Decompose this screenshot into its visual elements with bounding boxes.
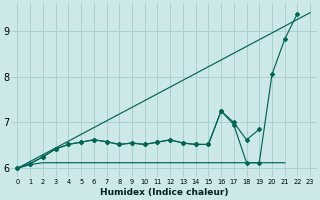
X-axis label: Humidex (Indice chaleur): Humidex (Indice chaleur) — [100, 188, 228, 197]
